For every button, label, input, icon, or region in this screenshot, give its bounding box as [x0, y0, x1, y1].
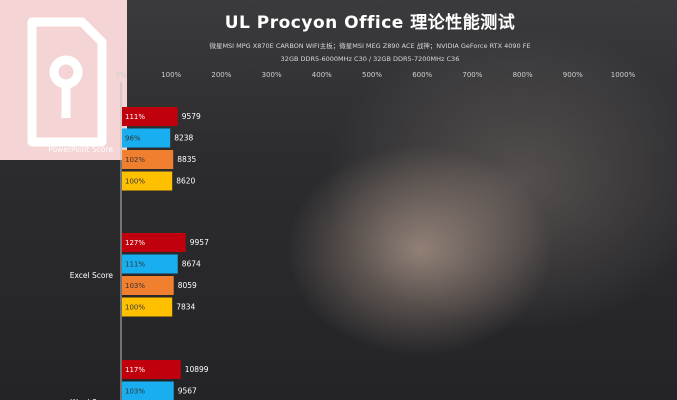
bar — [122, 297, 173, 317]
bar-value-label: 8620 — [176, 177, 195, 186]
bar-value-label: 9579 — [182, 112, 201, 121]
bar-percent-label: 100% — [125, 178, 145, 186]
bar-percent-label: 102% — [125, 156, 145, 164]
bar-value-label: 8059 — [178, 281, 197, 290]
x-tick-label: 400% — [312, 71, 332, 79]
x-tick-label: 100% — [161, 71, 181, 79]
category-label: Excel Score — [70, 271, 114, 280]
bar-value-label: 9567 — [178, 387, 197, 396]
x-tick-label: 800% — [513, 71, 533, 79]
bar-percent-label: 127% — [125, 239, 145, 247]
bar-value-label: 8674 — [182, 260, 201, 269]
bar — [122, 276, 174, 295]
x-tick-label: 900% — [563, 71, 583, 79]
bar-percent-label: 111% — [125, 113, 145, 121]
bar — [122, 381, 174, 400]
bar-value-label: 7834 — [176, 303, 195, 312]
bar-percent-label: 96% — [125, 135, 141, 143]
document-icon — [27, 17, 107, 147]
bar-value-label: 8238 — [174, 134, 193, 143]
bar-percent-label: 111% — [125, 261, 145, 269]
chart-title: UL Procyon Office 理论性能测试 — [224, 13, 516, 33]
chart-subtitle-line1: 微星MSI MPG X870E CARBON WIFI主板；微星MSI MEG … — [209, 42, 531, 50]
category-label: PowerPoint Score — [48, 145, 113, 154]
watermark-logo — [0, 0, 127, 160]
bar-value-label: 10899 — [185, 365, 209, 374]
category-label: Word Score — [70, 398, 113, 400]
x-tick-label: 700% — [462, 71, 482, 79]
bar-value-label: 9957 — [190, 238, 209, 247]
bar — [122, 360, 181, 379]
x-tick-label: 200% — [211, 71, 231, 79]
x-tick-label: 0% — [115, 71, 126, 79]
bar-percent-label: 100% — [125, 304, 145, 312]
bar-value-label: 8835 — [177, 155, 196, 164]
x-tick-label: 1000% — [611, 71, 636, 79]
x-tick-label: 500% — [362, 71, 382, 79]
bar — [122, 171, 173, 191]
x-tick-label: 600% — [412, 71, 432, 79]
bar-percent-label: 103% — [125, 282, 145, 290]
bar — [122, 233, 186, 252]
bar-percent-label: 103% — [125, 388, 145, 396]
x-tick-label: 300% — [262, 71, 282, 79]
bar — [122, 150, 174, 169]
bar — [122, 128, 171, 148]
bar-percent-label: 117% — [125, 366, 145, 374]
bar — [122, 254, 178, 274]
chart-subtitle-line2: 32GB DDR5-6000MHz C30 / 32GB DDR5-7200MH… — [280, 55, 460, 63]
bar — [122, 107, 178, 126]
